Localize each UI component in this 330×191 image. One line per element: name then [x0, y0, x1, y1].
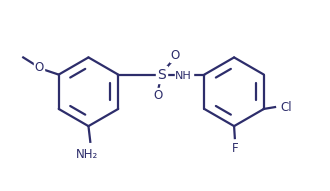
Text: NH₂: NH₂	[76, 148, 98, 161]
Text: O: O	[171, 49, 180, 62]
Text: O: O	[153, 89, 162, 102]
Text: O: O	[35, 61, 44, 74]
Text: S: S	[157, 68, 166, 82]
Text: Cl: Cl	[280, 101, 292, 114]
Text: NH: NH	[175, 71, 192, 81]
Text: F: F	[232, 142, 238, 155]
